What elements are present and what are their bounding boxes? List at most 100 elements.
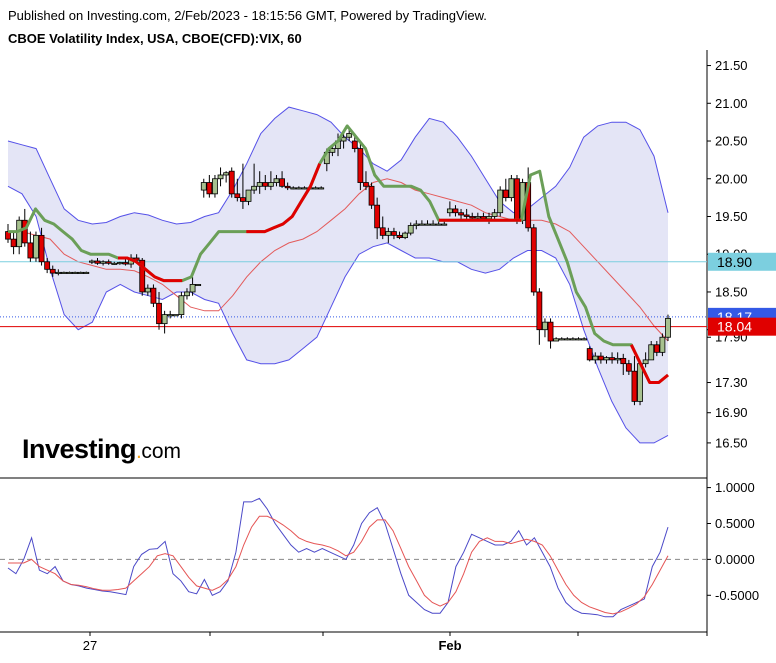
candle-body — [340, 136, 347, 142]
price-tick-label: 21.00 — [715, 96, 748, 111]
candle-87 — [491, 208, 498, 221]
candle-117 — [659, 333, 666, 357]
candle-body — [430, 223, 436, 226]
logo-wordmark: Investing — [22, 434, 137, 464]
candle-17 — [100, 260, 106, 266]
candle-25 — [144, 284, 151, 296]
candle-75 — [424, 220, 431, 226]
candle-body — [256, 182, 263, 187]
candle-82 — [463, 208, 470, 221]
candle-98 — [553, 337, 560, 342]
candle-5 — [33, 231, 39, 262]
trend-line-down-0 — [118, 256, 183, 283]
candle-body — [100, 261, 106, 264]
candle-12 — [72, 271, 79, 274]
candle-65 — [368, 182, 375, 209]
candle-body — [77, 271, 84, 274]
candle-body — [245, 189, 252, 202]
candle-71 — [402, 231, 409, 240]
candle-body — [251, 185, 258, 191]
candle-body — [212, 178, 218, 195]
candle-body — [290, 187, 297, 190]
candle-53 — [301, 186, 308, 190]
price-tick-label: 20.50 — [715, 134, 748, 149]
candle-26 — [150, 284, 157, 308]
candle-56 — [318, 186, 325, 190]
candle-13 — [77, 271, 84, 274]
candle-body — [83, 271, 90, 274]
candle-48 — [273, 174, 280, 187]
candle-35 — [200, 178, 207, 198]
candle-36 — [206, 174, 213, 198]
candle-63 — [357, 141, 364, 191]
candle-body — [195, 284, 202, 287]
candle-body — [631, 370, 638, 402]
candle-112 — [631, 356, 638, 406]
candle-6 — [38, 227, 45, 266]
candle-body — [33, 234, 39, 259]
candle-2 — [16, 216, 23, 255]
candle-43 — [245, 189, 252, 206]
candle-body — [446, 208, 453, 214]
candle-body — [88, 260, 95, 263]
candle-66 — [374, 197, 381, 240]
investing-logo: Investing.com — [22, 434, 181, 465]
candle-96 — [542, 318, 548, 338]
candle-49 — [279, 171, 285, 188]
candle-body — [206, 182, 213, 195]
candle-16 — [94, 258, 101, 265]
candle-105 — [592, 352, 599, 364]
candle-108 — [609, 352, 615, 364]
candle-60 — [340, 133, 347, 149]
candle-80 — [452, 205, 459, 217]
candle-body — [111, 262, 118, 265]
price-tick-label: 16.90 — [715, 405, 748, 420]
bollinger-lower-line — [7, 185, 669, 444]
candle-body — [441, 223, 448, 226]
candles-group — [5, 129, 671, 406]
candle-body — [665, 317, 671, 338]
candle-body — [581, 338, 588, 341]
candle-70 — [396, 231, 403, 240]
candle-body — [558, 338, 565, 341]
candle-40 — [228, 167, 235, 198]
candle-body — [72, 271, 79, 274]
candle-104 — [586, 346, 593, 362]
candle-body — [318, 187, 325, 190]
candle-body — [116, 262, 123, 265]
candle-body — [620, 357, 627, 365]
instrument-title: CBOE Volatility Index, USA, CBOE(CFD):VI… — [8, 31, 302, 46]
candle-body — [161, 314, 168, 325]
candle-body — [474, 216, 481, 219]
candle-body — [547, 321, 554, 342]
candle-body — [27, 242, 34, 259]
candle-body — [61, 271, 67, 274]
candle-86 — [486, 212, 492, 225]
candle-18 — [105, 259, 112, 265]
candle-37 — [212, 174, 218, 198]
candle-89 — [502, 178, 509, 202]
price-tick-label: 21.50 — [715, 58, 748, 73]
candle-body — [351, 140, 358, 149]
candle-68 — [385, 227, 392, 243]
candle-body — [178, 295, 185, 316]
candle-47 — [267, 171, 274, 191]
candle-33 — [189, 276, 196, 296]
candle-73 — [413, 220, 420, 230]
candle-body — [653, 344, 660, 353]
candle-body — [592, 355, 599, 361]
candle-50 — [284, 182, 291, 191]
price-tick-label: 19.50 — [715, 209, 748, 224]
candle-body — [144, 287, 151, 293]
candle-body — [295, 187, 302, 190]
candle-body — [301, 187, 308, 190]
candle-61 — [346, 129, 353, 142]
candle-100 — [564, 337, 571, 341]
candle-109 — [614, 352, 621, 364]
candle-body — [267, 182, 274, 187]
candle-body — [44, 261, 51, 270]
candle-body — [189, 284, 196, 293]
candle-74 — [418, 220, 425, 226]
candle-0 — [5, 224, 11, 243]
